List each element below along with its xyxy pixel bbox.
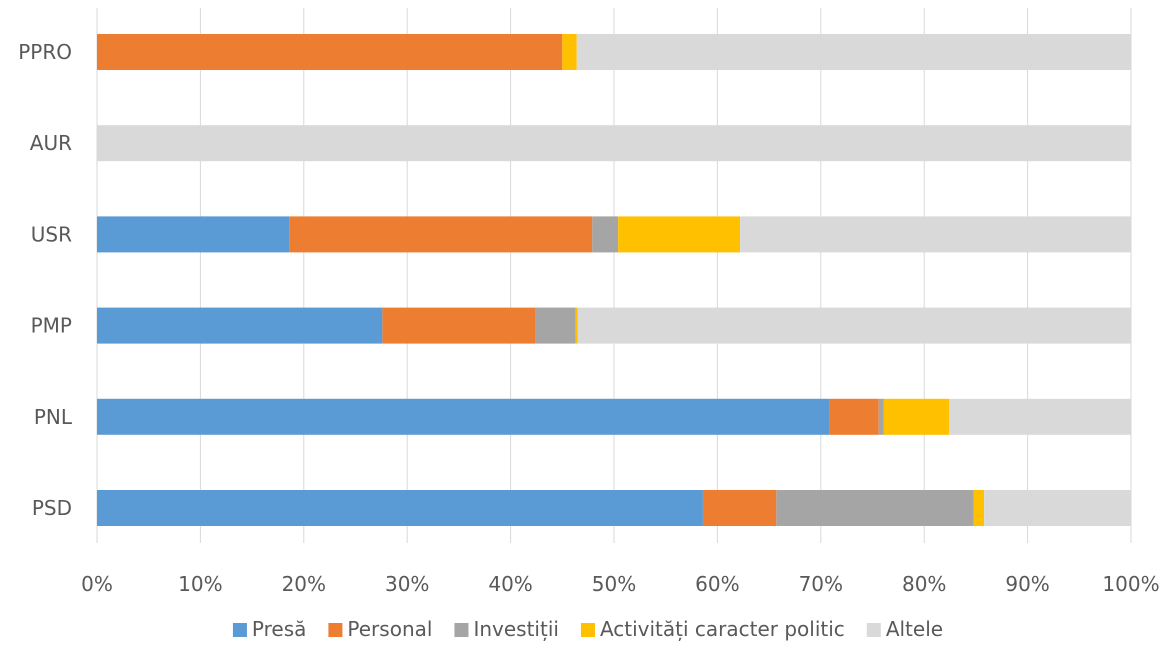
legend-label: Activități caracter politic (600, 617, 845, 641)
x-tick-label: 90% (1005, 572, 1049, 596)
bar-segment (576, 34, 1131, 70)
bar-segment (984, 490, 1131, 526)
bar-segment (97, 34, 563, 70)
bar-segment (575, 307, 578, 344)
bar-segment (949, 398, 1131, 435)
x-tick-label: 30% (385, 572, 429, 596)
legend-swatch (580, 623, 595, 637)
bar-segment (577, 307, 1131, 344)
bar-segment (883, 398, 950, 435)
x-tick-label: 80% (902, 572, 946, 596)
bar-segment (97, 490, 703, 526)
legend-label: Presă (252, 617, 306, 641)
category-labels: PPRO AUR USR PMP PNL PSD (18, 40, 73, 520)
category-label: PPRO (18, 40, 72, 64)
gridlines (96, 8, 1132, 543)
category-label: USR (31, 222, 72, 246)
legend-label: Investiții (473, 617, 559, 641)
category-label: PNL (34, 405, 73, 429)
legend-item: Activități caracter politic (580, 617, 845, 641)
bar-segment (702, 490, 777, 526)
x-tick-label: 60% (695, 572, 739, 596)
bar-segment (97, 398, 830, 435)
legend-item: Presă (232, 617, 306, 641)
category-label: PMP (31, 314, 72, 338)
bar-segment (97, 307, 383, 344)
bar-segment (382, 307, 536, 344)
legend-swatch (454, 623, 469, 637)
bar-segment (618, 216, 741, 253)
category-label: AUR (30, 131, 72, 155)
bar-segment (535, 307, 576, 344)
legend-item: Investiții (454, 617, 559, 641)
category-label: PSD (32, 496, 72, 520)
bar-segment (592, 216, 619, 253)
x-tick-label: 70% (799, 572, 843, 596)
bar-segment (97, 216, 290, 253)
bars (97, 34, 1131, 526)
x-tick-label: 50% (592, 572, 636, 596)
bar-segment (289, 216, 593, 253)
legend-swatch (328, 623, 343, 637)
legend-item: Personal (328, 617, 432, 641)
x-axis-tick-labels: 0% 10% 20% 30% 40% 50% 60% 70% 80% 90% 100% (81, 572, 1159, 596)
legend-swatch (232, 623, 247, 637)
legend-label: Altele (886, 617, 943, 641)
legend-swatch (866, 623, 881, 637)
bar-segment (97, 125, 1131, 162)
x-tick-label: 40% (488, 572, 532, 596)
x-tick-label: 10% (178, 572, 222, 596)
legend-label: Personal (347, 617, 432, 641)
x-tick-label: 0% (81, 572, 113, 596)
x-tick-label: 20% (282, 572, 326, 596)
bar-segment (740, 216, 1131, 253)
bar-segment (878, 398, 884, 435)
bar-segment (829, 398, 879, 435)
legend-item: Altele (866, 617, 943, 641)
x-tick-label: 100% (1102, 572, 1159, 596)
bar-segment (562, 34, 577, 70)
bar-segment (776, 490, 974, 526)
legend: Presă Personal Investiții Activități caract… (232, 617, 943, 641)
bar-segment (973, 490, 985, 526)
